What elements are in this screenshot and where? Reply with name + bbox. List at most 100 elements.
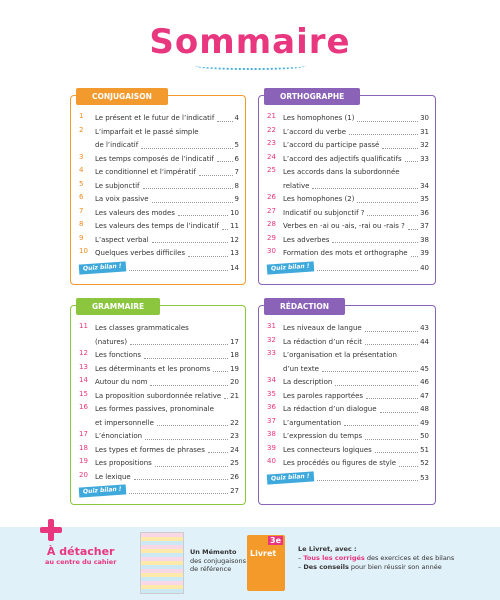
dot-leader bbox=[332, 234, 419, 243]
toc-entry: 12 Les fonctions 18 bbox=[79, 349, 239, 363]
entry-line: Verbes en -ai ou -ais, -rai ou -rais ? 37 bbox=[283, 220, 429, 234]
entry-number: 40 bbox=[267, 457, 276, 465]
quiz-entry: Quiz bilan ! 14 bbox=[78, 260, 239, 275]
entry-text: L’aspect verbal 12 bbox=[95, 234, 239, 248]
entry-number: 23 bbox=[267, 139, 276, 147]
entry-text: La description 46 bbox=[283, 376, 429, 390]
entry-number: 24 bbox=[267, 152, 276, 161]
entry-page: 33 bbox=[420, 154, 429, 163]
entry-text: L’expression du temps 50 bbox=[283, 430, 429, 444]
entry-text: Formation des mots et orthographe 39 bbox=[283, 247, 429, 261]
entry-label: L’aspect verbal bbox=[95, 235, 149, 244]
entry-label: et impersonnelle bbox=[95, 418, 154, 427]
entry-text: Les homophones (1) 30 bbox=[283, 112, 429, 126]
toc-entry: 32 La rédaction d’un récit 44 bbox=[267, 336, 429, 350]
entry-page: 31 bbox=[420, 127, 429, 136]
entry-line: Les déterminants et les pronoms 19 bbox=[95, 363, 239, 377]
entry-label: L’accord du verbe bbox=[283, 127, 346, 136]
entry-page: 11 bbox=[230, 222, 239, 230]
entry-number: 34 bbox=[267, 376, 276, 384]
entry-line: L’accord des adjectifs qualificatifs 33 bbox=[283, 153, 429, 167]
entry-page: 21 bbox=[230, 391, 239, 400]
dot-leader bbox=[374, 444, 419, 453]
dot-leader bbox=[198, 166, 233, 176]
toc-entry: 2 L’imparfait et le passé simple de l’indi… bbox=[79, 126, 239, 153]
toc-entry: 17 L’énonciation 23 bbox=[79, 430, 239, 444]
entry-text: Les temps composés de l’indicatif 6 bbox=[95, 153, 239, 167]
entry-text: Le conditionnel et l’impératif 7 bbox=[95, 166, 239, 180]
memento-line: Un Mémento bbox=[190, 548, 237, 556]
section-box: CONJUGAISON 1 Le présent et le futur de l’… bbox=[70, 88, 246, 285]
entry-text: Les propositions 25 bbox=[95, 457, 239, 471]
entry-line: Les types et formes de phrases 24 bbox=[95, 444, 239, 458]
toc-entry: 39 Les connecteurs logiques 51 bbox=[267, 444, 429, 458]
section-title: ORTHOGRAPHE bbox=[264, 88, 361, 105]
entry-line: L’accord du verbe 31 bbox=[283, 126, 429, 140]
dot-leader bbox=[130, 336, 229, 345]
entry-number: 4 bbox=[79, 166, 84, 174]
entry-text: Les procédés ou figures de style 52 bbox=[283, 457, 429, 471]
quiz-badge: Quiz bilan ! bbox=[78, 260, 126, 275]
entry-line: Les homophones (1) 30 bbox=[283, 112, 429, 126]
entry-line: L’accord du participe passé 32 bbox=[283, 139, 429, 153]
entry-line: L’énonciation 23 bbox=[95, 430, 239, 444]
toc-entry: 11 Les classes grammaticales (natures) 17 bbox=[79, 322, 239, 349]
entry-number: 37 bbox=[267, 416, 276, 425]
entry-line: Les formes passives, pronominale bbox=[95, 403, 239, 417]
entry-number: 11 bbox=[79, 322, 88, 330]
entry-text: Le lexique 26 bbox=[95, 471, 239, 485]
entry-label: Verbes en -ai ou -ais, -rai ou -rais ? bbox=[283, 222, 405, 230]
entry-page: 49 bbox=[420, 418, 429, 427]
livret-text: Le Livret, avec : – Tous les corrigés de… bbox=[298, 545, 454, 572]
toc-entry: 38 L’expression du temps 50 bbox=[267, 430, 429, 444]
entry-line: Formation des mots et orthographe 39 bbox=[283, 247, 429, 261]
entry-line: Quelques verbes difficiles 13 bbox=[95, 247, 239, 261]
entry-label: L’argumentation bbox=[283, 418, 342, 427]
livret-point: – Tous les corrigés des exercices et des… bbox=[298, 554, 455, 562]
entry-line: et impersonnelle 22 bbox=[95, 417, 239, 431]
entry-page: 13 bbox=[230, 249, 239, 257]
entry-line: Les homophones (2) 35 bbox=[283, 193, 429, 207]
entry-line: Les valeurs des temps de l’indicatif 11 bbox=[95, 220, 239, 234]
entry-label: Les homophones (2) bbox=[283, 195, 355, 203]
entry-label: Les accords dans la subordonnée bbox=[283, 168, 400, 176]
entry-page: 38 bbox=[420, 235, 429, 244]
entry-line: L’argumentation 49 bbox=[283, 417, 429, 431]
entry-page: 6 bbox=[234, 154, 239, 163]
toc-entry: 4 Le conditionnel et l’impératif 7 bbox=[79, 166, 239, 180]
dot-leader bbox=[364, 322, 419, 332]
dot-leader bbox=[399, 457, 419, 467]
dot-leader bbox=[154, 457, 229, 467]
entry-text: Les formes passives, pronominale et imper… bbox=[95, 403, 239, 430]
toc-entry: 14 Autour du nom 20 bbox=[79, 376, 239, 390]
entry-number: 22 bbox=[267, 125, 276, 134]
entry-page: 43 bbox=[420, 324, 429, 332]
detach-note: À détacher au centre du cahier bbox=[45, 545, 116, 566]
entry-label: La description bbox=[283, 378, 333, 386]
toc-entry: 10 Quelques verbes difficiles 13 bbox=[79, 247, 239, 261]
toc-entry: 22 L’accord du verbe 31 bbox=[267, 126, 429, 140]
entry-text: L’accord du verbe 31 bbox=[283, 126, 429, 140]
dot-leader bbox=[150, 376, 229, 386]
dot-leader bbox=[379, 403, 419, 413]
section-title: RÉDACTION bbox=[264, 298, 345, 315]
entry-label: Les valeurs des modes bbox=[95, 208, 175, 217]
entry-number: 31 bbox=[267, 322, 276, 330]
dot-leader bbox=[151, 193, 233, 203]
entry-text: Verbes en -ai ou -ais, -rai ou -rais ? 37 bbox=[283, 220, 429, 234]
entry-line: La description 46 bbox=[283, 376, 429, 390]
dot-leader bbox=[188, 247, 229, 257]
entry-text: La rédaction d’un récit 44 bbox=[283, 336, 429, 350]
entry-number: 39 bbox=[267, 443, 276, 452]
entry-page: 27 bbox=[230, 487, 239, 495]
entry-text: Indicatif ou subjonctif ? 36 bbox=[283, 207, 429, 221]
dot-leader bbox=[407, 220, 419, 230]
entry-page: 46 bbox=[420, 378, 429, 386]
entry-label: Le lexique bbox=[95, 472, 131, 481]
entry-page: 5 bbox=[234, 141, 239, 149]
entry-line: Les propositions 25 bbox=[95, 457, 239, 471]
entry-page: 47 bbox=[420, 391, 429, 400]
entry-label: Les propositions bbox=[95, 459, 152, 467]
entry-text: L’énonciation 23 bbox=[95, 430, 239, 444]
